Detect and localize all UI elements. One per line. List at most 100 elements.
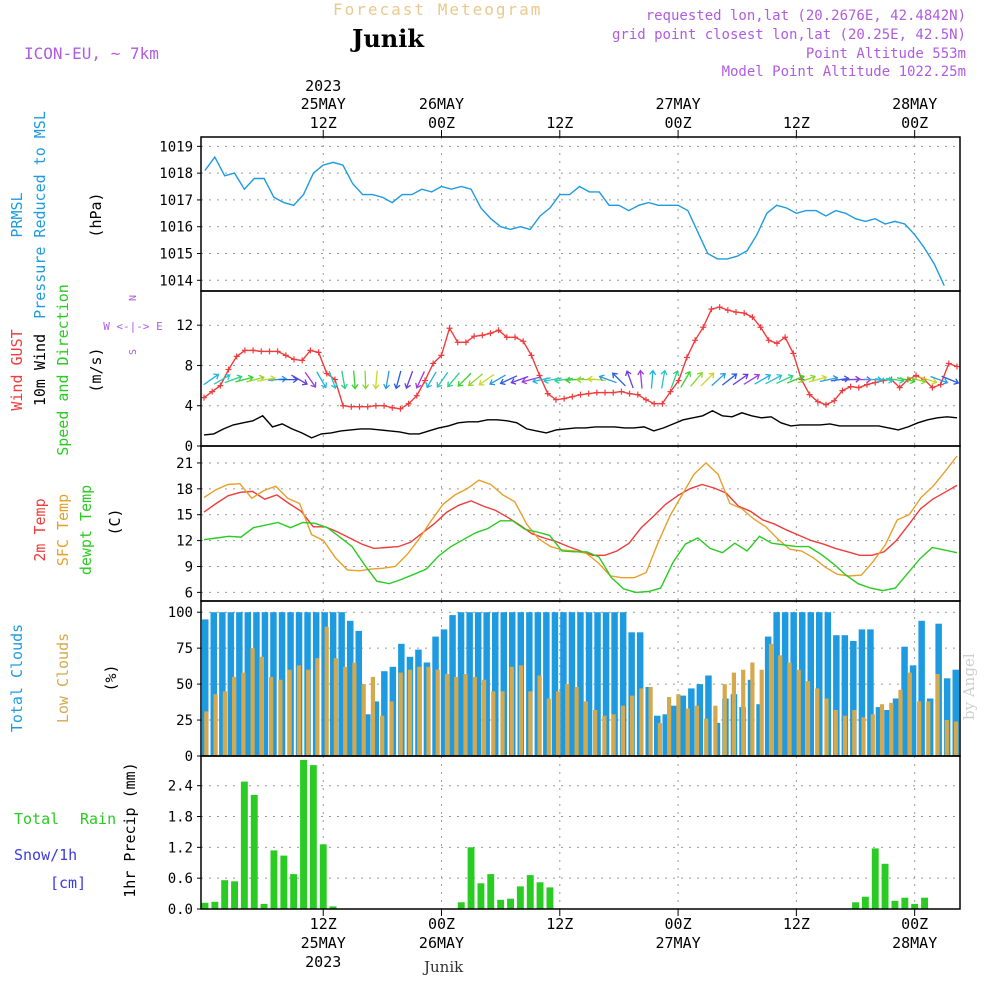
wind-arrow-shaft <box>554 377 574 382</box>
wind-arrow-shaft <box>341 370 346 389</box>
precip-bar <box>881 863 889 909</box>
gust-marker <box>209 388 216 395</box>
wind-arrow-shaft <box>797 375 816 384</box>
top-date-label: 27MAY <box>656 95 701 113</box>
gust-marker <box>356 403 363 410</box>
wind-arrow-head <box>457 380 464 387</box>
low-cloud-bar <box>787 662 792 756</box>
gust-marker <box>487 330 494 337</box>
watermark: by Angel <box>960 653 978 720</box>
precip-unit-label: 1hr Precip (mm) <box>121 762 139 897</box>
total-cloud-bar <box>449 615 456 756</box>
y-tick-label: 1017 <box>159 193 193 209</box>
gust-marker <box>315 349 322 356</box>
low-cloud-bar <box>324 626 329 756</box>
low-cloud-bar <box>611 714 616 756</box>
wind-arrow <box>776 374 794 384</box>
wind-arrow <box>743 373 761 385</box>
gust-marker <box>364 403 371 410</box>
low-cloud-bar <box>389 701 394 756</box>
pressure-line <box>204 155 945 286</box>
total-cloud-bar <box>679 695 687 756</box>
gust-marker <box>544 390 551 397</box>
wind-arrow-shaft <box>426 371 437 388</box>
wind-arrow <box>316 371 328 389</box>
precip-bar <box>290 874 298 909</box>
gust-marker <box>765 337 772 344</box>
wind-arrow-shaft <box>587 378 607 382</box>
wind-arrow <box>690 371 703 387</box>
precip-bar <box>536 882 544 909</box>
gust-marker <box>667 388 674 395</box>
wind-arrow <box>874 376 894 384</box>
wind-arrow <box>340 370 348 390</box>
low-cloud-bar <box>565 684 570 756</box>
total-cloud-bar <box>756 704 763 756</box>
total-cloud-bar <box>543 612 550 756</box>
total-cloud-bar <box>560 612 567 756</box>
y-tick-label: 1019 <box>159 139 193 155</box>
total-cloud-bar <box>270 612 277 756</box>
wind-arrow-head <box>436 381 443 388</box>
temp-2m-line <box>203 483 958 556</box>
low-cloud-bar <box>463 674 468 756</box>
gust-marker <box>291 356 298 363</box>
gust-marker <box>749 314 756 321</box>
total-cloud-bar <box>696 684 704 756</box>
wind-arrow <box>586 375 607 383</box>
dewpt-temp-line <box>203 520 958 594</box>
wind-arrow-head <box>731 373 738 380</box>
low-cloud-bar <box>333 658 338 756</box>
gust-marker <box>569 393 576 400</box>
low-cloud-bar <box>667 697 672 756</box>
precip-bar <box>270 850 278 909</box>
precip-bar <box>211 901 219 909</box>
bottom-time-label: 12Z <box>546 915 573 933</box>
gust-marker <box>307 347 314 354</box>
wind-arrow <box>415 371 425 389</box>
wind-arrow-head <box>708 372 715 379</box>
low-cloud-bar <box>444 674 450 756</box>
gust-marker <box>929 384 936 391</box>
wind-arrow-shaft <box>489 374 506 385</box>
precip-bar <box>240 781 248 909</box>
total-cloud-bar <box>833 635 840 756</box>
wind-arrow-shaft <box>721 373 737 386</box>
wind-arrow <box>797 374 817 384</box>
total-cloud-bar <box>611 612 618 756</box>
total-cloud-bar <box>807 612 814 756</box>
low-cloud-bar <box>241 672 246 756</box>
total-cloud-bar <box>474 612 482 756</box>
wind-arrow-head <box>351 383 359 390</box>
low-cloud-bar <box>583 701 588 756</box>
wind-arrow <box>425 371 437 389</box>
total-cloud-bar <box>892 698 900 756</box>
total-cloud-bar <box>347 620 354 756</box>
wind-arrow-head <box>564 376 571 384</box>
low-cloud-bar <box>250 648 255 756</box>
wind-arrow-shaft <box>291 374 308 385</box>
top-time-label: 12Z <box>783 114 810 132</box>
wind-arrow-head <box>247 374 254 382</box>
gust-marker <box>282 352 289 359</box>
low-cloud-bar <box>352 662 357 756</box>
wind-arrow <box>754 373 772 385</box>
precip-bar <box>280 855 288 909</box>
low-cloud-bar <box>657 722 662 756</box>
wind-arrow <box>467 373 484 387</box>
total-cloud-bar <box>372 701 380 756</box>
precip-bar <box>309 765 317 909</box>
low-cloud-bar <box>676 694 681 756</box>
low-cloud-bar <box>648 687 653 756</box>
wind-arrow-shaft <box>500 375 518 384</box>
top-time-label: 00Z <box>428 114 455 132</box>
wind-arrow-shaft <box>808 376 827 383</box>
gust-marker <box>872 379 879 386</box>
gust-marker <box>651 400 658 407</box>
gust-marker <box>757 324 764 331</box>
wind-arrow-shaft <box>830 377 849 382</box>
gust-marker <box>773 340 780 347</box>
total-cloud-bar <box>790 612 797 756</box>
wind-arrow <box>721 373 738 386</box>
wind-arrow-head <box>415 382 422 389</box>
